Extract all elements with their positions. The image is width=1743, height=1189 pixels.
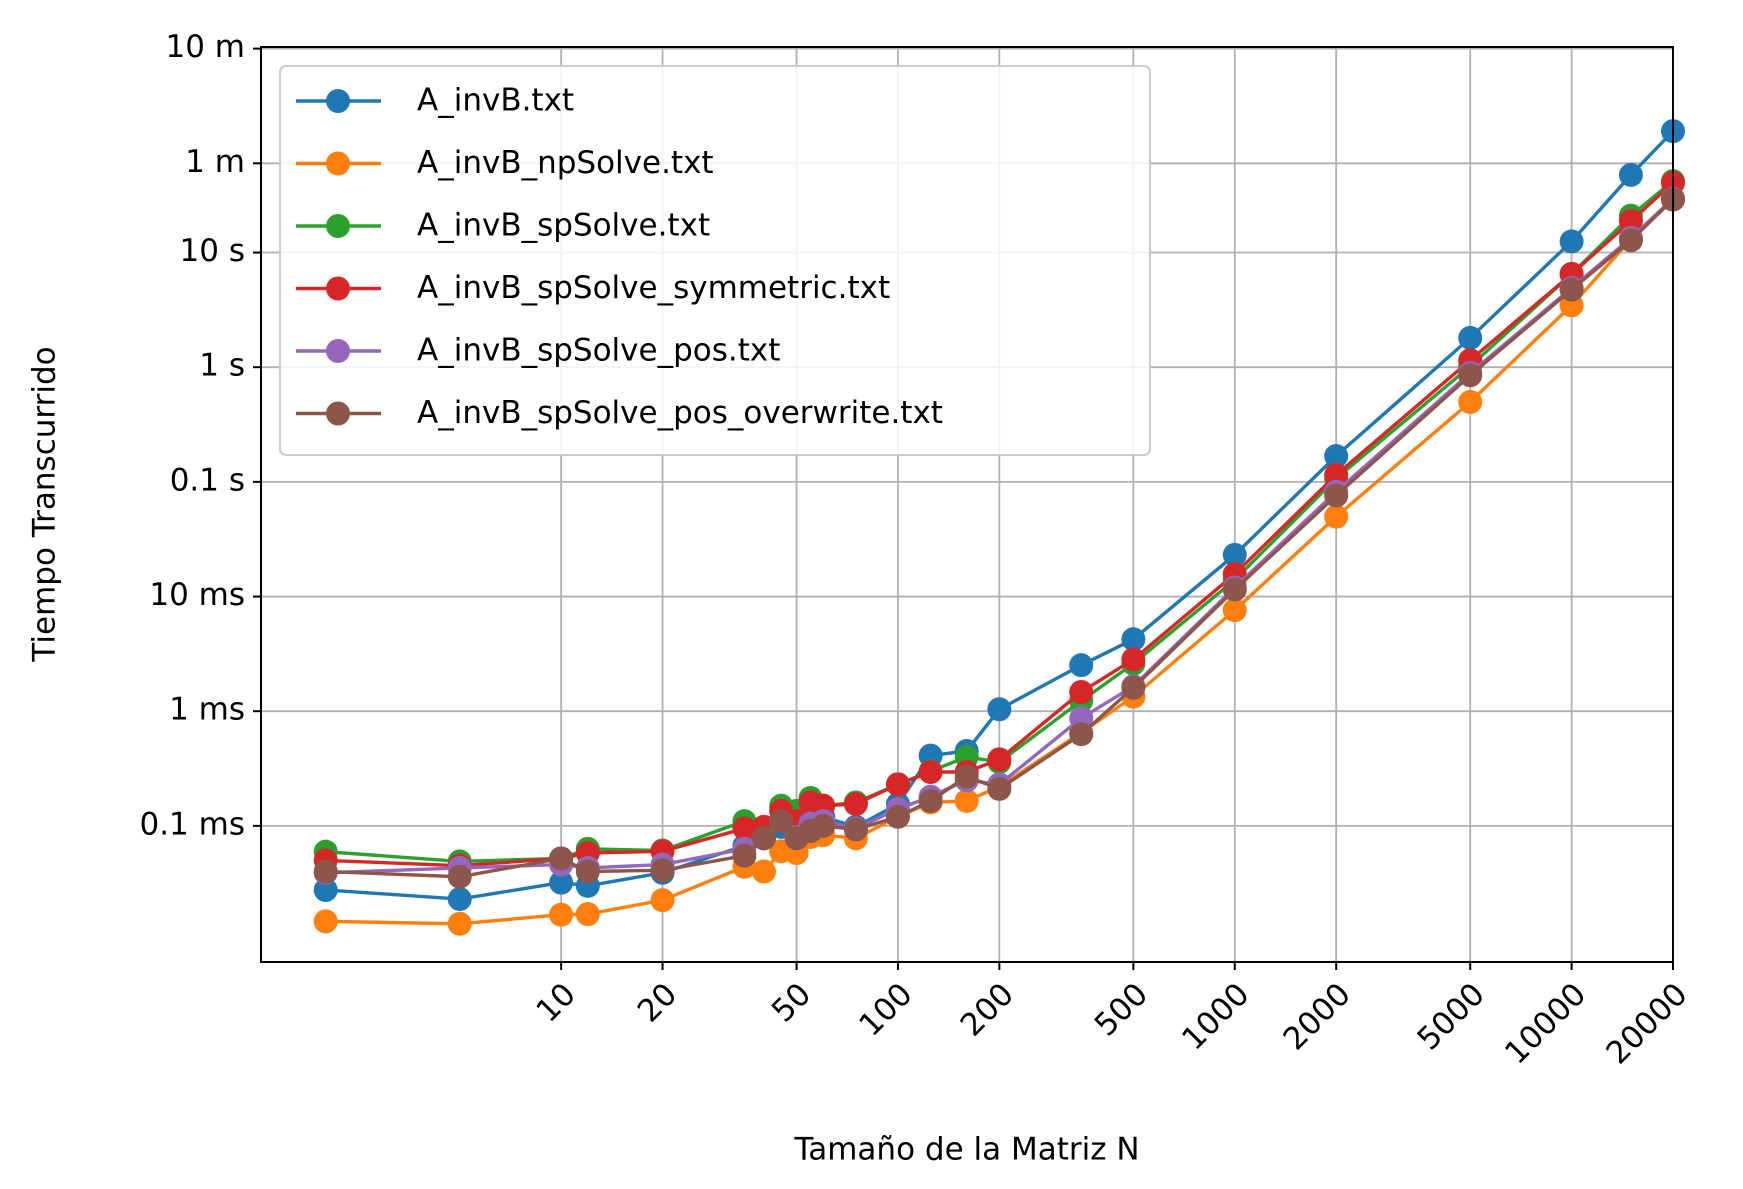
legend-box: [279, 65, 1151, 456]
data-point: [313, 877, 338, 902]
data-point: [885, 772, 910, 797]
x-axis-label: Tamaño de la Matriz N: [793, 1132, 1139, 1168]
legend-marker: [326, 339, 350, 363]
legend-marker: [326, 89, 350, 113]
data-point: [575, 902, 600, 927]
data-point: [954, 788, 979, 813]
x-tick-label: 20: [631, 976, 684, 1029]
legend-marker: [326, 214, 350, 238]
y-tick-label: 1 ms: [169, 692, 245, 728]
x-tick-label: 500: [1088, 976, 1155, 1043]
data-point: [918, 788, 943, 813]
y-tick-label: 10 s: [180, 233, 245, 269]
legend-marker: [326, 151, 350, 176]
data-point: [1069, 722, 1094, 747]
x-tick-label: 20000: [1599, 976, 1694, 1071]
data-point: [732, 843, 757, 868]
legend-marker: [326, 276, 350, 301]
legend-label: A_invB_spSolve_pos_overwrite.txt: [417, 395, 943, 431]
data-point: [549, 902, 574, 927]
data-point: [1069, 653, 1094, 678]
y-tick-label: 1 s: [199, 348, 245, 384]
legend-label: A_invB_spSolve_symmetric.txt: [417, 270, 890, 306]
data-point: [1618, 162, 1643, 187]
data-point: [313, 909, 338, 934]
series-line: [325, 181, 1675, 868]
x-tick-label: 10: [529, 976, 582, 1029]
series-line: [325, 198, 1675, 926]
x-tick-label: 2000: [1277, 976, 1358, 1057]
data-point: [1458, 325, 1483, 350]
x-tick-label: 10000: [1498, 976, 1593, 1071]
data-point: [313, 859, 338, 884]
data-point: [1618, 228, 1643, 253]
data-point: [843, 792, 868, 817]
data-point: [751, 859, 776, 884]
series-line: [325, 129, 1675, 901]
y-tick-label: 10 ms: [149, 577, 245, 613]
plot-area: [313, 119, 1685, 936]
data-point: [1458, 363, 1483, 388]
y-tick-label: 1 m: [185, 144, 245, 180]
y-tick-label: 0.1 s: [170, 462, 245, 498]
data-point: [843, 817, 868, 842]
x-tick-label: 5000: [1411, 976, 1492, 1057]
data-point: [1559, 277, 1584, 302]
y-tick-label: 0.1 ms: [139, 806, 245, 842]
legend: A_invB.txt A_invB_npSolve.txt A_invB_spSol…: [279, 65, 1151, 456]
data-point: [1222, 542, 1247, 567]
data-point: [1121, 627, 1146, 652]
data-point: [1618, 209, 1643, 234]
data-point: [1559, 229, 1584, 254]
x-tick-label: 1000: [1175, 976, 1256, 1057]
data-point: [447, 911, 472, 936]
data-point: [447, 864, 472, 889]
data-point: [954, 764, 979, 789]
data-point: [1121, 647, 1146, 672]
data-point: [987, 747, 1012, 772]
x-tick-label: 100: [852, 976, 919, 1043]
data-point: [1324, 462, 1349, 487]
data-point: [732, 816, 757, 841]
legend-label: A_invB.txt: [417, 83, 574, 119]
axes-frame: [260, 46, 1674, 963]
legend-label: A_invB_spSolve.txt: [417, 208, 710, 244]
data-point: [987, 697, 1012, 722]
data-point: [1069, 680, 1094, 705]
x-tick-label: 200: [954, 976, 1021, 1043]
x-tick-label: 50: [765, 976, 818, 1029]
data-point: [987, 776, 1012, 801]
series-line: [325, 198, 1675, 879]
data-point: [1324, 444, 1349, 469]
data-point: [1324, 504, 1349, 529]
legend-label: A_invB_spSolve_pos.txt: [417, 333, 780, 369]
data-point: [918, 760, 943, 785]
data-point: [1458, 390, 1483, 415]
legend-label: A_invB_npSolve.txt: [417, 145, 714, 181]
data-point: [885, 804, 910, 829]
data-point: [1222, 577, 1247, 602]
data-point: [769, 809, 794, 834]
data-point: [549, 870, 574, 895]
legend-marker: [326, 401, 350, 426]
y-axis-label: Tiempo Transcurrido: [27, 346, 63, 662]
series-line: [325, 197, 1675, 875]
data-point: [1222, 598, 1247, 623]
data-point: [1121, 675, 1146, 700]
data-point: [549, 846, 574, 871]
data-point: [811, 813, 836, 838]
data-point: [575, 859, 600, 884]
data-point: [751, 826, 776, 851]
y-tick-label: 10 m: [166, 29, 246, 65]
data-point: [650, 888, 675, 913]
data-point: [1324, 483, 1349, 508]
data-point: [447, 887, 472, 912]
data-point: [650, 858, 675, 883]
